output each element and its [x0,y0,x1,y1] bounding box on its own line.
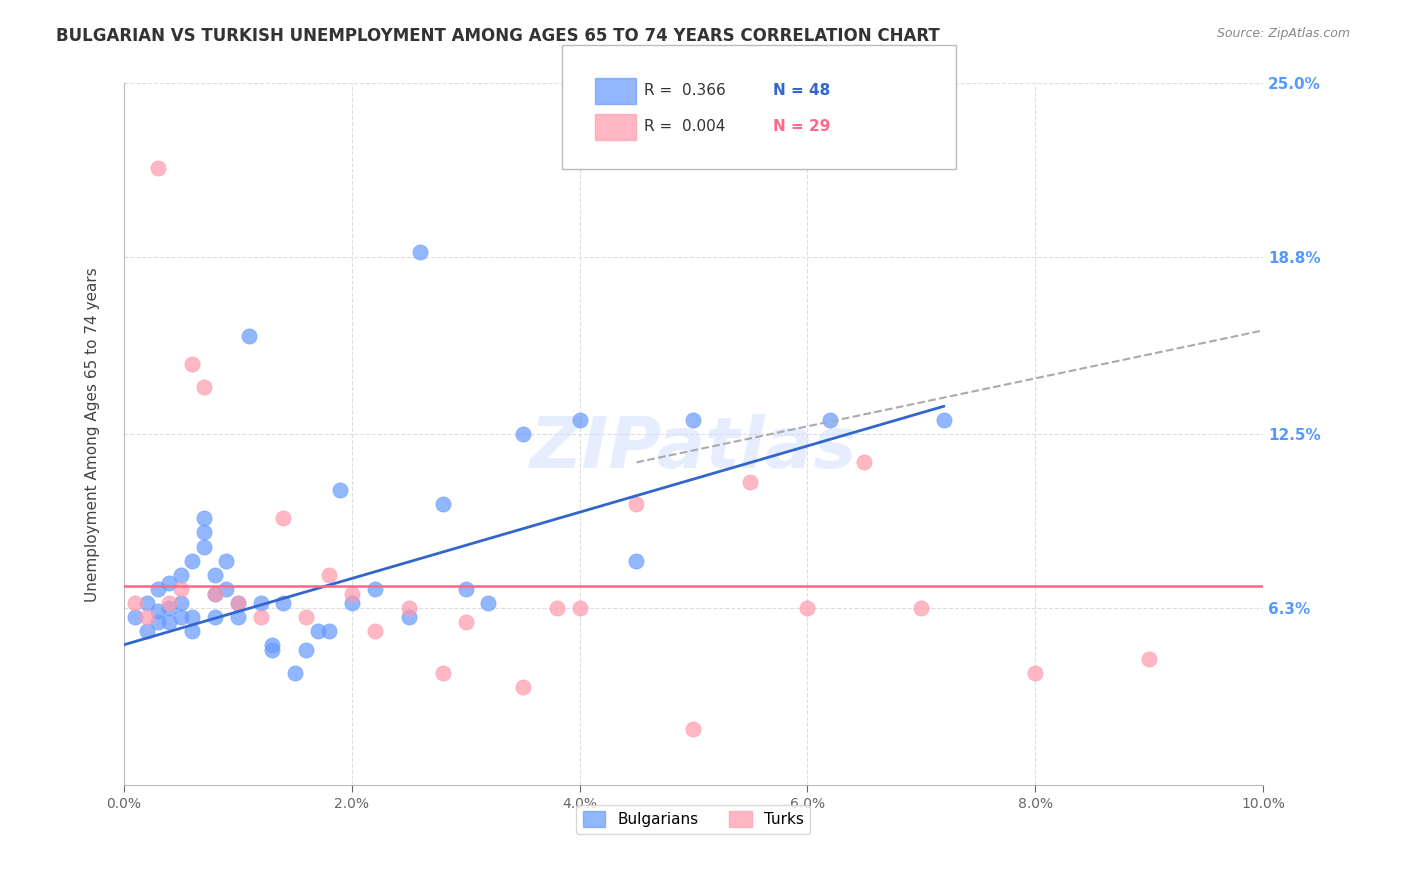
Point [398,609,420,624]
Point [170,609,193,624]
Point [329,483,352,498]
Point [340,587,363,601]
Point [193,379,215,393]
Point [932,413,955,427]
Point [181,624,204,638]
Point [568,413,591,427]
Point [340,596,363,610]
Point [477,596,499,610]
Point [204,587,226,601]
Point [626,498,648,512]
Point [363,624,385,638]
Text: R =  0.366: R = 0.366 [644,84,725,98]
Point [295,609,318,624]
Text: ZIPatlas: ZIPatlas [530,414,858,483]
Point [226,596,249,610]
Point [260,643,283,657]
Text: R =  0.004: R = 0.004 [644,120,725,134]
Point [682,413,704,427]
Point [1024,665,1046,680]
Point [512,680,534,694]
Point [796,601,818,615]
Y-axis label: Unemployment Among Ages 65 to 74 years: Unemployment Among Ages 65 to 74 years [86,267,100,601]
Text: N = 29: N = 29 [773,120,831,134]
Point [170,596,193,610]
Point [146,161,169,175]
Point [260,638,283,652]
Point [307,624,329,638]
Point [740,475,762,489]
Point [193,540,215,554]
Point [273,511,295,525]
Point [226,596,249,610]
Point [682,722,704,736]
Point [204,609,226,624]
Point [432,498,454,512]
Point [146,615,169,630]
Point [626,553,648,567]
Point [181,609,204,624]
Point [124,609,146,624]
Point [546,601,568,615]
Point [135,624,157,638]
Point [409,244,432,259]
Point [181,553,204,567]
Point [273,596,295,610]
Legend: Bulgarians, Turks: Bulgarians, Turks [576,805,810,834]
Point [568,601,591,615]
Point [215,553,238,567]
Point [124,596,146,610]
Point [284,665,307,680]
Point [432,665,454,680]
Point [910,601,932,615]
Point [204,567,226,582]
Point [226,609,249,624]
Point [193,525,215,540]
Point [363,582,385,596]
Point [135,596,157,610]
Point [204,587,226,601]
Point [454,615,477,630]
Point [818,413,841,427]
Text: Source: ZipAtlas.com: Source: ZipAtlas.com [1216,27,1350,40]
Point [295,643,318,657]
Point [159,615,181,630]
Text: BULGARIAN VS TURKISH UNEMPLOYMENT AMONG AGES 65 TO 74 YEARS CORRELATION CHART: BULGARIAN VS TURKISH UNEMPLOYMENT AMONG … [56,27,941,45]
Point [249,609,271,624]
Point [454,582,477,596]
Point [159,601,181,615]
Point [146,604,169,618]
Text: N = 48: N = 48 [773,84,831,98]
Point [398,601,420,615]
Point [170,567,193,582]
Point [135,609,157,624]
Point [318,624,340,638]
Point [215,582,238,596]
Point [159,576,181,591]
Point [159,596,181,610]
Point [249,596,271,610]
Point [853,455,876,469]
Point [170,582,193,596]
Point [1137,652,1160,666]
Point [193,511,215,525]
Point [181,357,204,371]
Point [146,582,169,596]
Point [318,567,340,582]
Point [512,427,534,442]
Point [238,329,260,343]
